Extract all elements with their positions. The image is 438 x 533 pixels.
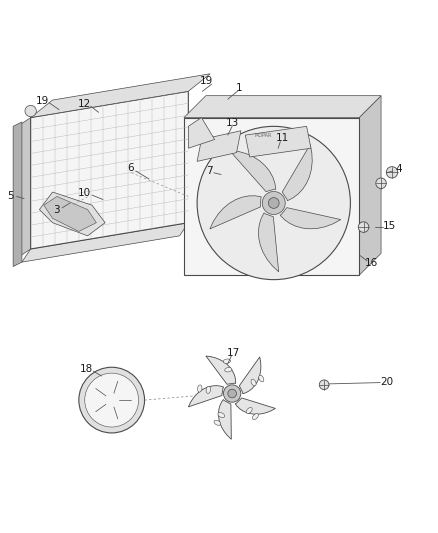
- Circle shape: [319, 380, 329, 390]
- Circle shape: [268, 198, 279, 208]
- Text: 18: 18: [80, 365, 93, 374]
- Polygon shape: [219, 400, 231, 439]
- Polygon shape: [359, 96, 381, 275]
- Text: 20: 20: [380, 377, 393, 387]
- Ellipse shape: [214, 420, 221, 425]
- Text: 3: 3: [53, 205, 60, 215]
- Text: 13: 13: [226, 118, 239, 128]
- Circle shape: [85, 373, 138, 427]
- Circle shape: [79, 367, 145, 433]
- Circle shape: [98, 386, 125, 414]
- Ellipse shape: [252, 414, 258, 419]
- Polygon shape: [230, 150, 276, 191]
- Ellipse shape: [198, 385, 202, 392]
- Text: MOPAR: MOPAR: [254, 133, 272, 138]
- Circle shape: [386, 167, 398, 178]
- Polygon shape: [280, 208, 341, 229]
- Polygon shape: [39, 192, 105, 236]
- Text: 4: 4: [395, 164, 402, 174]
- Ellipse shape: [259, 375, 264, 382]
- Polygon shape: [206, 356, 236, 384]
- Polygon shape: [18, 118, 31, 258]
- Circle shape: [91, 379, 132, 421]
- Text: 10: 10: [78, 188, 91, 198]
- Ellipse shape: [206, 386, 211, 393]
- Circle shape: [358, 222, 369, 232]
- Text: 15: 15: [382, 221, 396, 231]
- Polygon shape: [22, 223, 188, 262]
- Text: 19: 19: [36, 96, 49, 106]
- Polygon shape: [258, 213, 279, 272]
- Polygon shape: [197, 131, 241, 161]
- Polygon shape: [184, 118, 359, 275]
- Polygon shape: [245, 126, 311, 157]
- Ellipse shape: [225, 368, 232, 372]
- Text: 1: 1: [235, 83, 242, 93]
- Circle shape: [228, 389, 237, 398]
- Polygon shape: [239, 357, 261, 394]
- Ellipse shape: [246, 408, 252, 414]
- Text: 12: 12: [78, 100, 91, 109]
- Text: 17: 17: [227, 348, 240, 358]
- Circle shape: [197, 126, 350, 280]
- Polygon shape: [13, 122, 22, 266]
- Text: 6: 6: [127, 164, 134, 173]
- Polygon shape: [31, 74, 210, 118]
- Polygon shape: [210, 196, 261, 229]
- Polygon shape: [188, 386, 224, 407]
- Text: 11: 11: [276, 133, 289, 143]
- Text: 19: 19: [200, 76, 213, 86]
- Text: 5: 5: [7, 190, 14, 200]
- Text: 7: 7: [206, 166, 213, 176]
- Polygon shape: [31, 91, 188, 249]
- Circle shape: [376, 178, 386, 189]
- Ellipse shape: [251, 379, 256, 386]
- Circle shape: [223, 385, 241, 402]
- Polygon shape: [188, 118, 215, 148]
- Polygon shape: [282, 144, 312, 201]
- Text: 16: 16: [365, 259, 378, 269]
- Ellipse shape: [223, 359, 230, 364]
- Circle shape: [25, 106, 36, 117]
- Ellipse shape: [218, 413, 225, 417]
- Polygon shape: [235, 398, 276, 414]
- Polygon shape: [184, 96, 381, 118]
- Circle shape: [104, 393, 119, 407]
- Polygon shape: [44, 197, 96, 231]
- Circle shape: [262, 191, 285, 214]
